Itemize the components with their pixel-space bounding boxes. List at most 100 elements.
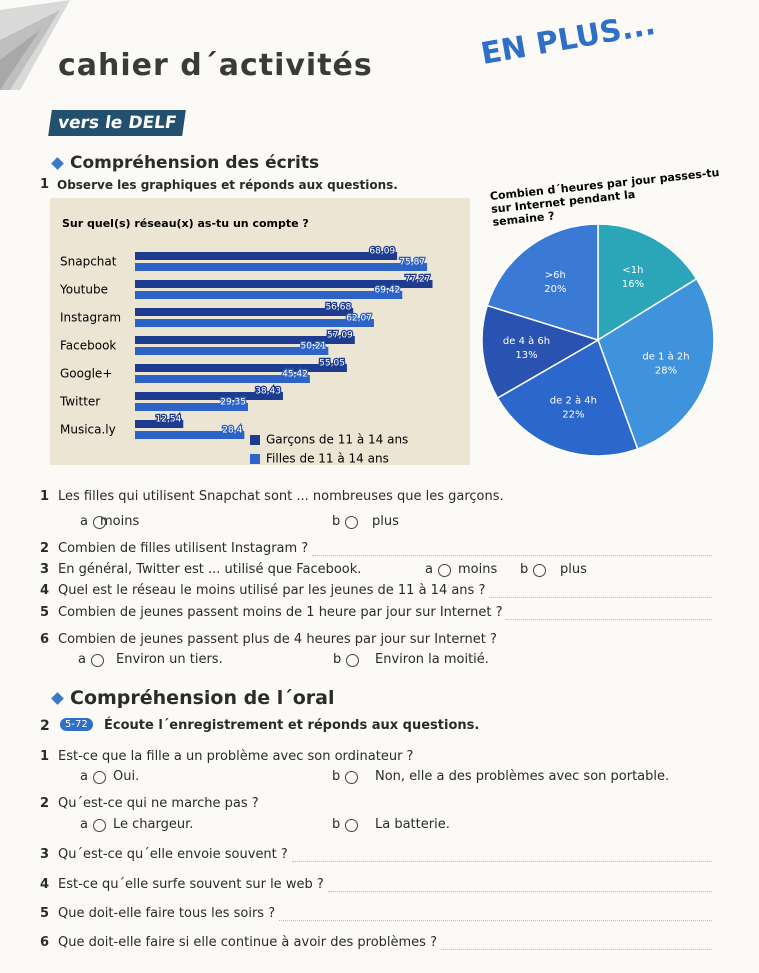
bar <box>135 291 403 299</box>
question-number: 4 <box>40 583 50 598</box>
answer-line <box>279 920 712 921</box>
option-circle[interactable] <box>91 654 104 667</box>
question-text: Combien de jeunes passent moins de 1 heu… <box>58 605 503 620</box>
legend-swatch <box>250 454 260 464</box>
audio-track: 5-72 <box>60 718 93 731</box>
legend-swatch <box>250 435 260 445</box>
question-number: 5 <box>40 906 50 921</box>
slice-value: 16% <box>622 279 644 290</box>
question-text: Est-ce que la fille a un problème avec s… <box>58 749 414 764</box>
question-text: Quel est le réseau le moins utilisé par … <box>58 583 486 598</box>
option-letter: a <box>80 769 88 784</box>
bar <box>135 308 354 316</box>
option-text: La batterie. <box>375 817 450 832</box>
slice-label: de 2 à 4h <box>550 395 597 407</box>
option-circle[interactable] <box>438 564 451 577</box>
option-letter: a <box>80 817 88 832</box>
question-number: 3 <box>40 847 50 862</box>
option-circle[interactable] <box>93 819 106 832</box>
slice-label: de 1 à 2h <box>642 351 689 363</box>
question-text: Qu´est-ce qui ne marche pas ? <box>58 796 259 811</box>
answer-line <box>328 891 712 892</box>
question-text: Que doit-elle faire si elle continue à a… <box>58 935 437 950</box>
page-title: cahier d´activités <box>58 48 373 83</box>
option-text: plus <box>560 562 587 577</box>
slice-label: de 4 à 6h <box>503 335 550 347</box>
bar <box>135 263 428 271</box>
pie-slice <box>481 304 600 400</box>
question-text: Est-ce qu´elle surfe souvent sur le web … <box>58 877 324 892</box>
question-text: Combien de jeunes passent plus de 4 heur… <box>58 632 497 647</box>
answer-line <box>312 555 712 556</box>
slice-label: >6h <box>545 270 566 281</box>
option-letter: b <box>333 652 342 667</box>
value-label: 56,68 <box>325 303 351 313</box>
option-circle[interactable] <box>346 654 359 667</box>
answer-line <box>441 949 712 950</box>
question-number: 5 <box>40 605 50 620</box>
pie-slice <box>597 277 715 450</box>
option-letter: a <box>425 562 433 577</box>
question-number: 2 <box>40 796 50 811</box>
category-label: Musica.ly <box>60 423 116 437</box>
value-label: 62,07 <box>346 314 372 324</box>
bar <box>135 347 329 355</box>
option-circle[interactable] <box>93 771 106 784</box>
bar <box>135 280 433 288</box>
option-letter: b <box>332 817 341 832</box>
option-letter: a <box>78 652 86 667</box>
bar <box>135 431 245 439</box>
bullet <box>51 157 64 170</box>
category-label: Twitter <box>59 395 100 409</box>
option-circle[interactable] <box>533 564 546 577</box>
option-circle[interactable] <box>345 516 358 529</box>
option-circle[interactable] <box>345 771 358 784</box>
option-letter: a <box>80 514 88 529</box>
value-label: 28,4 <box>222 426 242 436</box>
bar <box>135 252 398 260</box>
answer-line <box>489 597 712 598</box>
option-circle[interactable] <box>345 819 358 832</box>
instruction: Observe les graphiques et réponds aux qu… <box>57 178 398 192</box>
option-text: Oui. <box>113 769 140 784</box>
category-label: Google+ <box>60 367 112 381</box>
chart-title: Sur quel(s) réseau(x) as-tu un compte ? <box>62 217 309 230</box>
category-label: Youtube <box>59 283 108 297</box>
value-label: 29,35 <box>220 398 246 408</box>
bar <box>135 403 248 411</box>
option-text: Le chargeur. <box>113 817 194 832</box>
question-number: 3 <box>40 562 50 577</box>
option-text: Non, elle a des problèmes avec son porta… <box>375 769 670 784</box>
instruction: Écoute l´enregistrement et réponds aux q… <box>104 718 480 733</box>
question-number: 1 <box>40 749 50 764</box>
option-text: Environ un tiers. <box>116 652 223 667</box>
value-label: 57,09 <box>327 331 353 341</box>
value-label: 55,05 <box>319 359 345 369</box>
answer-line <box>506 619 712 620</box>
question-number: 6 <box>40 632 50 647</box>
option-circle[interactable] <box>93 516 106 529</box>
bar <box>135 392 283 400</box>
legend-label: Filles de 11 à 14 ans <box>266 452 389 466</box>
badge: EN PLUS... <box>478 6 658 73</box>
bar <box>135 375 310 383</box>
category-label: Snapchat <box>60 255 117 269</box>
bullet <box>51 692 64 705</box>
option-letter: b <box>520 562 529 577</box>
value-label: 68,09 <box>369 247 395 257</box>
bar <box>135 319 374 327</box>
question-text: Les filles qui utilisent Snapchat sont .… <box>58 489 504 504</box>
question-text: Qu´est-ce qu´elle envoie souvent ? <box>58 847 288 862</box>
option-letter: b <box>332 769 341 784</box>
pie-chart: Combien d´heures par jour passes-tusur I… <box>481 166 722 457</box>
option-text: moins <box>458 562 498 577</box>
legend-label: Garçons de 11 à 14 ans <box>266 433 408 447</box>
question-text: En général, Twitter est ... utilisé que … <box>58 562 362 577</box>
option-text: moins <box>100 514 140 529</box>
chart-title: Combien d´heures par jour passes-tusur I… <box>489 166 722 229</box>
question-number: 4 <box>40 877 50 892</box>
slice-value: 13% <box>515 350 537 361</box>
exercise-number: 1 <box>40 177 50 192</box>
category-label: Facebook <box>60 339 116 353</box>
header-stripes <box>0 0 70 90</box>
